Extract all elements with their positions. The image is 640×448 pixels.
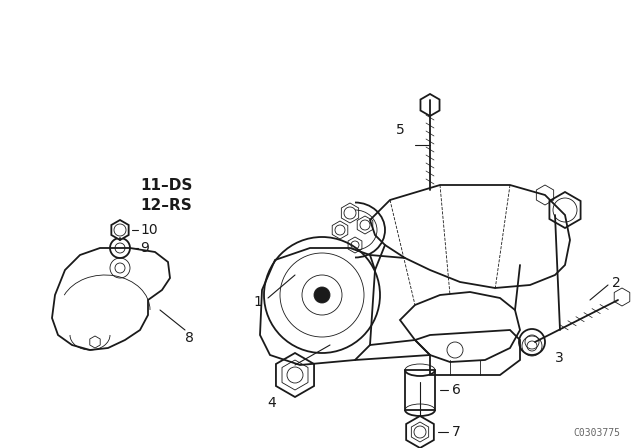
- Text: 5: 5: [396, 123, 405, 137]
- Text: 11–DS: 11–DS: [140, 177, 193, 193]
- Text: 3: 3: [555, 351, 564, 365]
- Text: 4: 4: [268, 396, 276, 410]
- Text: 2: 2: [612, 276, 621, 290]
- Text: 7: 7: [452, 425, 461, 439]
- Text: 8: 8: [185, 331, 194, 345]
- Polygon shape: [111, 220, 129, 240]
- Circle shape: [314, 287, 330, 303]
- Polygon shape: [420, 94, 440, 116]
- Text: 9: 9: [140, 241, 149, 255]
- Text: 10: 10: [140, 223, 157, 237]
- Bar: [405, 370, 435, 410]
- Polygon shape: [614, 288, 630, 306]
- Text: 1: 1: [253, 295, 262, 309]
- Text: 12–RS: 12–RS: [140, 198, 192, 212]
- Text: 6: 6: [452, 383, 461, 397]
- Text: C0303775: C0303775: [573, 428, 620, 438]
